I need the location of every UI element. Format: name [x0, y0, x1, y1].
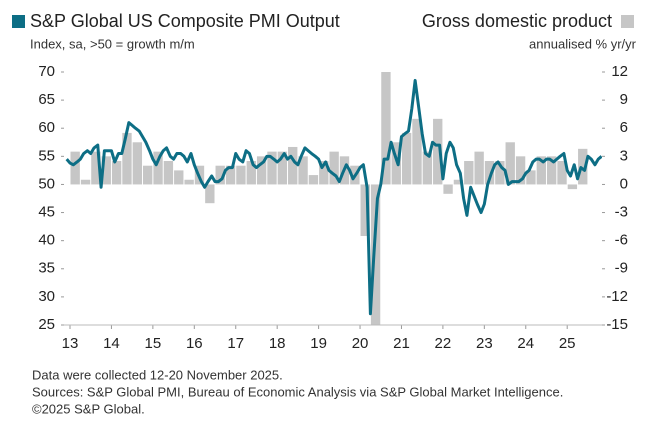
x-tick-label: 25: [559, 335, 576, 352]
bar: [453, 179, 464, 185]
bar: [567, 184, 578, 190]
bar: [163, 161, 174, 185]
x-tick-label: 17: [227, 335, 244, 352]
bar: [184, 179, 194, 185]
bar: [256, 156, 267, 185]
line-group: [65, 78, 602, 316]
y-tick-label: 60: [38, 119, 55, 136]
bar: [422, 151, 433, 185]
bar: [370, 184, 381, 325]
chart-title: S&P Global US Composite PMI Output: [30, 11, 340, 31]
bar: [495, 161, 505, 185]
y-tick-label: 35: [38, 260, 55, 277]
bar: [474, 151, 484, 185]
y2-tick-label: 0: [620, 175, 628, 192]
x-tick-label: 14: [103, 335, 120, 352]
bar: [143, 165, 153, 185]
bar: [433, 118, 443, 185]
bar: [205, 184, 215, 204]
x-tick-label: 24: [517, 335, 534, 352]
bar: [288, 146, 298, 185]
y2-tick-label: 12: [611, 63, 628, 80]
y2-title: Gross domestic product: [422, 11, 612, 31]
bar-group: [70, 72, 588, 325]
bar: [505, 142, 515, 185]
y-tick-label: 65: [38, 91, 55, 108]
y2-tick-label: 6: [620, 119, 628, 136]
x-tick-label: 18: [269, 335, 286, 352]
bar: [91, 151, 101, 185]
subtitle: Index, sa, >50 = growth m/m: [30, 36, 195, 51]
y-tick-label: 45: [38, 204, 55, 221]
y-tick-label: 25: [38, 316, 55, 333]
bar: [80, 179, 91, 185]
bar: [381, 72, 391, 185]
bar: [412, 118, 422, 185]
legend-swatch: [12, 15, 25, 28]
bar: [536, 156, 546, 185]
x-tick-label: 22: [435, 335, 452, 352]
bar: [308, 175, 319, 185]
bar: [122, 132, 132, 185]
y-tick-label: 40: [38, 232, 55, 249]
bar: [401, 132, 412, 185]
bar: [557, 161, 567, 185]
bar: [70, 151, 80, 185]
bar: [215, 165, 225, 185]
x-tick-label: 19: [310, 335, 327, 352]
bar: [443, 184, 453, 194]
bar: [526, 170, 536, 185]
y-tick-label: 55: [38, 147, 55, 164]
bar: [101, 156, 111, 185]
y2-tick-label: -3: [615, 204, 628, 221]
bar: [236, 165, 246, 185]
x-tick-label: 15: [145, 335, 162, 352]
y2-tick-label: 3: [620, 147, 628, 164]
y-tick-label: 70: [38, 63, 55, 80]
bar: [225, 165, 236, 185]
bar: [578, 148, 588, 185]
bar: [153, 151, 163, 185]
y2-tick-label: -9: [615, 260, 628, 277]
y2-tick-label: -12: [606, 288, 628, 305]
bar: [277, 151, 288, 185]
bar: [464, 161, 474, 185]
bar: [132, 142, 143, 185]
bar: [174, 170, 184, 185]
note: Data were collected 12-20 November 2025.: [32, 367, 283, 382]
bar: [515, 156, 526, 185]
bar: [546, 156, 557, 185]
bar: [319, 161, 329, 185]
bar: [298, 156, 308, 185]
y-tick-label: 30: [38, 288, 55, 305]
bar: [246, 161, 256, 185]
note: ©2025 S&P Global.: [32, 401, 145, 416]
bar: [111, 161, 122, 185]
bar: [267, 151, 277, 185]
y2-tick-label: -15: [606, 316, 628, 333]
y2-tick-label: 9: [620, 91, 628, 108]
x-tick-label: 21: [393, 335, 410, 352]
bar: [329, 151, 339, 185]
y2-subtitle: annualised % yr/yr: [529, 36, 637, 51]
y2-tick-label: -6: [615, 232, 628, 249]
x-tick-label: 23: [476, 335, 493, 352]
legend-swatch: [621, 15, 634, 28]
bar: [484, 161, 495, 185]
x-tick-label: 13: [62, 335, 79, 352]
x-tick-label: 16: [186, 335, 203, 352]
x-tick-label: 20: [352, 335, 369, 352]
note: Sources: S&P Global PMI, Bureau of Econo…: [32, 384, 563, 399]
pmi-line: [65, 78, 602, 316]
y-tick-label: 50: [38, 175, 55, 192]
bar: [360, 184, 370, 236]
